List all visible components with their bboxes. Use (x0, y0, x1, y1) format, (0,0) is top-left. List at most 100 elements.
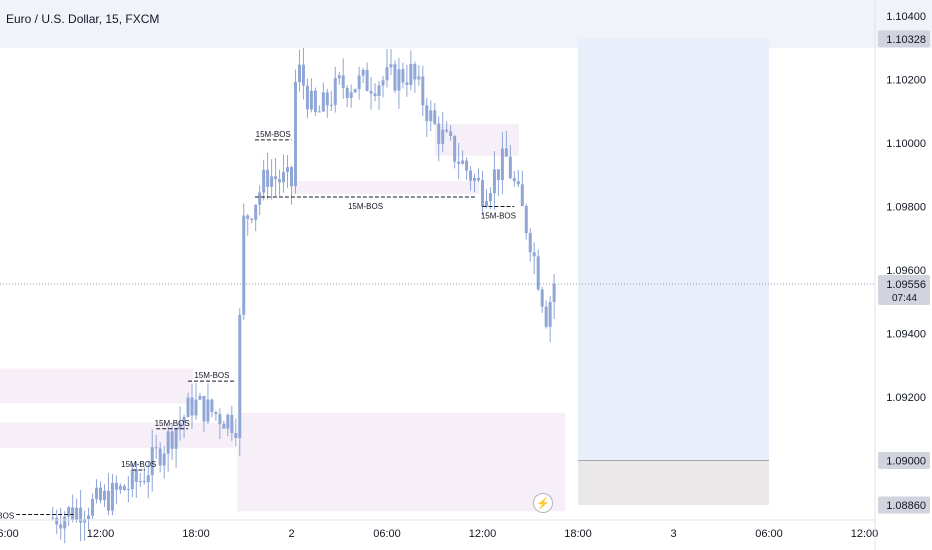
x-tick-label: 2 (288, 528, 294, 540)
candle-body (206, 399, 210, 422)
candle-body (146, 475, 150, 483)
candle-body (508, 156, 512, 179)
candle-body (186, 397, 190, 417)
bos-label-5: 15M-BOS (348, 202, 383, 211)
candle-body (142, 481, 146, 483)
candle-body (405, 82, 409, 86)
candle-body (71, 507, 75, 520)
candle-body (55, 517, 59, 525)
candle-body (154, 447, 158, 449)
candle-body (63, 516, 67, 529)
candle-body (246, 215, 250, 219)
candle-body (528, 233, 532, 253)
candle-body (401, 69, 405, 83)
candle-body (453, 135, 457, 162)
x-tick-label: 12:00 (469, 528, 497, 540)
candle-body (286, 167, 290, 172)
candle-body (134, 469, 138, 482)
zones-layer (0, 123, 566, 512)
candle-body (293, 81, 297, 187)
candle-body (158, 448, 162, 466)
x-tick-label: 06:00 (373, 528, 401, 540)
candle-body (393, 64, 397, 91)
candle-body (369, 90, 373, 94)
candle-body (254, 204, 258, 220)
candle-body (421, 76, 425, 106)
candle-body (548, 301, 552, 327)
candle-body (290, 167, 293, 187)
candle-body (496, 169, 500, 181)
candle-body (202, 396, 206, 422)
candle-body (477, 177, 481, 181)
candle-body (373, 93, 377, 97)
stop-box[interactable] (578, 460, 769, 505)
candle-body (262, 169, 266, 193)
price-label-text: 1.09556 (886, 279, 926, 291)
candle-body (266, 169, 270, 187)
bos-label-1: 15M-BOS (121, 460, 156, 469)
candle-body (385, 67, 389, 81)
price-labels-layer: 1.10328 1.09556 07:44 1.09000 1.08860 (878, 30, 930, 514)
price-label-countdown: 07:44 (892, 293, 917, 304)
price-label-text: 1.09000 (886, 456, 926, 468)
x-tick-label: 18:00 (564, 528, 592, 540)
candle-body (437, 123, 441, 144)
candle-body (504, 148, 508, 157)
candle-body (226, 414, 230, 429)
candle-body (325, 92, 329, 106)
candle-body (536, 256, 540, 290)
candle-body (524, 206, 528, 234)
y-tick-label: 1.10400 (886, 11, 926, 23)
candle-body (389, 64, 393, 68)
y-tick-label: 1.09600 (886, 265, 926, 277)
candle-body (87, 515, 91, 520)
candle-body (353, 89, 357, 93)
price-label-text: 1.08860 (886, 500, 926, 512)
top-header-band (0, 0, 932, 48)
price-label-text: 1.10328 (886, 34, 926, 46)
candle-body (301, 64, 305, 86)
x-tick-label: 18:00 (182, 528, 210, 540)
candle-body (333, 78, 337, 105)
candle-body (126, 489, 130, 491)
candle-body (110, 482, 114, 511)
candle-body (425, 105, 429, 122)
candle-body (95, 487, 99, 499)
candle-body (417, 76, 421, 80)
candle-body (341, 75, 345, 88)
candle-body (250, 218, 254, 220)
price-label-entry (878, 452, 930, 469)
candle-body (190, 397, 194, 416)
candle-body (51, 517, 55, 519)
bos-layer: 15M-BOS 15M-BOS 15M-BOS 15M-BOS 15M-BOS 15M-B… (0, 130, 516, 521)
candle-body (130, 469, 134, 490)
bos-label-3: 15M-BOS (194, 371, 229, 380)
candle-body (449, 131, 453, 136)
candle-body (83, 519, 87, 523)
candle-body (122, 485, 126, 491)
candle-body (282, 171, 286, 183)
candle-body (182, 416, 186, 424)
candle-body (532, 252, 536, 257)
target-box[interactable] (578, 38, 769, 461)
y-tick-label: 1.09800 (886, 202, 926, 214)
y-tick-label: 1.10000 (886, 138, 926, 150)
candle-body (365, 69, 369, 91)
x-tick-label: 12:00 (851, 528, 879, 540)
candle-body (79, 507, 83, 523)
candle-body (242, 215, 246, 315)
candle-body (429, 110, 433, 122)
candle-body (516, 181, 520, 185)
bos-label-4: 15M-BOS (256, 130, 291, 139)
x-tick-label: 12:00 (87, 528, 115, 540)
y-tick-label: 1.09400 (886, 329, 926, 341)
candle-body (397, 69, 401, 91)
bos-label-2: 15M-BOS (155, 419, 190, 428)
lightning-icon[interactable]: ⚡ (533, 493, 553, 513)
candle-body (321, 92, 325, 112)
candle-body (138, 481, 142, 483)
candle-body (214, 412, 218, 414)
position-layer (578, 38, 769, 505)
candle-body (317, 111, 321, 113)
